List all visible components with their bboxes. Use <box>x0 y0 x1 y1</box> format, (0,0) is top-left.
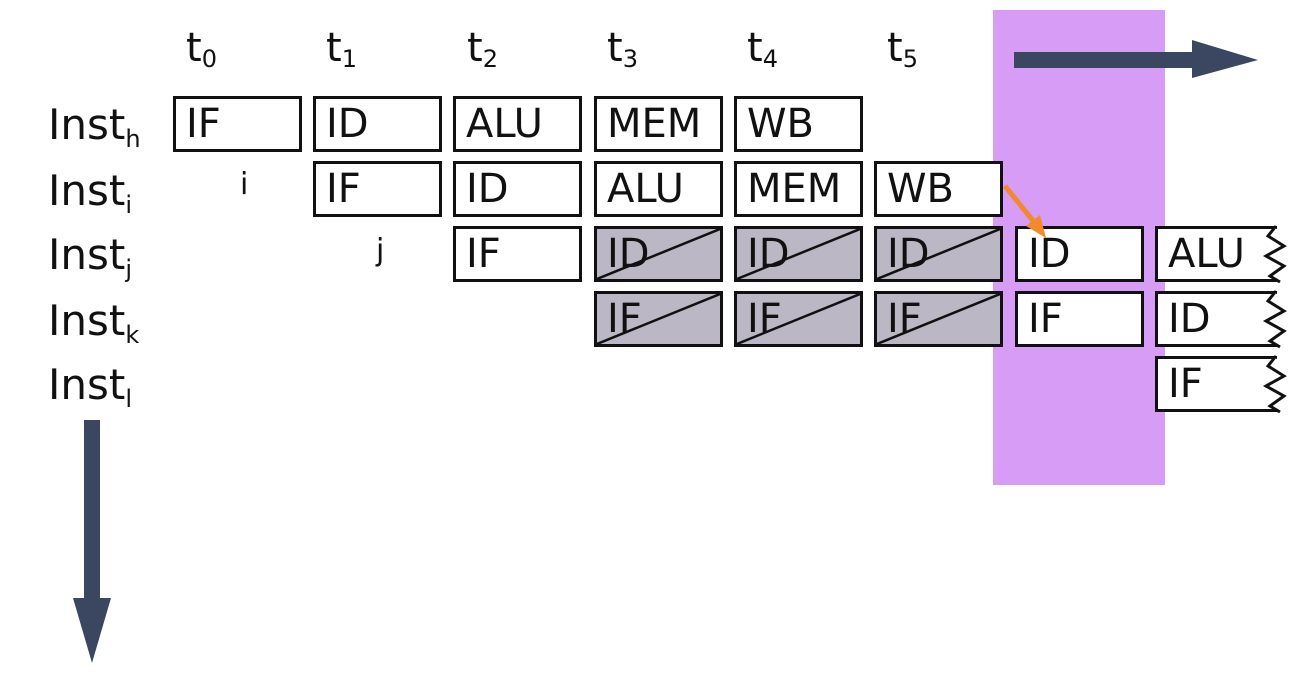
marker-j: j <box>376 233 385 268</box>
stage-box-cut: ALU <box>1155 226 1277 282</box>
stall-box: ID <box>874 226 1003 282</box>
stall-box: IF <box>594 291 723 347</box>
stall-label: IF <box>887 296 922 342</box>
stage-box: ID <box>453 161 582 217</box>
stage-box: IF <box>453 226 582 282</box>
stall-slash <box>737 294 860 344</box>
stall-box: IF <box>874 291 1003 347</box>
stall-slash <box>877 229 1000 279</box>
stage-box: ALU <box>594 161 723 217</box>
time-label-t2: t2 <box>467 25 498 73</box>
inst-label-i: Insti <box>48 166 133 219</box>
stage-box: IF <box>173 96 302 152</box>
stall-slash <box>597 229 720 279</box>
stall-slash <box>877 294 1000 344</box>
time-label-t3: t3 <box>607 25 638 73</box>
time-label-t1: t1 <box>326 25 357 73</box>
stage-box-cut: ID <box>1155 291 1277 347</box>
marker-i: i <box>240 167 249 202</box>
stall-label: IF <box>607 296 642 342</box>
stage-box: ALU <box>453 96 582 152</box>
stage-box: IF <box>1015 291 1144 347</box>
stall-box: ID <box>734 226 863 282</box>
stage-box: ID <box>313 96 442 152</box>
stall-label: ID <box>747 231 790 277</box>
stage-box: ID <box>1015 226 1144 282</box>
stall-label: IF <box>747 296 782 342</box>
stage-box: WB <box>874 161 1003 217</box>
stall-slash <box>737 229 860 279</box>
torn-edge-icon <box>1262 225 1287 414</box>
inst-label-k: Instk <box>48 296 140 349</box>
stall-box: IF <box>734 291 863 347</box>
dependency-arrow-icon <box>1003 184 1046 238</box>
stall-label: ID <box>607 231 650 277</box>
inst-label-j: Instj <box>48 230 133 283</box>
stall-box: ID <box>594 226 723 282</box>
time-label-t5: t5 <box>887 25 918 73</box>
stage-box: IF <box>313 161 442 217</box>
stage-box: MEM <box>594 96 723 152</box>
stall-label: ID <box>887 231 930 277</box>
inst-label-l: Instl <box>48 360 133 413</box>
time-label-t0: t0 <box>186 25 217 73</box>
instruction-arrow-icon <box>73 420 111 663</box>
stall-slash <box>597 294 720 344</box>
inst-label-h: Insth <box>48 100 141 153</box>
stage-box-cut: IF <box>1155 356 1277 412</box>
stage-box: MEM <box>734 161 863 217</box>
time-arrow-icon <box>1014 40 1258 78</box>
stage-box: WB <box>734 96 863 152</box>
time-label-t4: t4 <box>747 25 778 73</box>
